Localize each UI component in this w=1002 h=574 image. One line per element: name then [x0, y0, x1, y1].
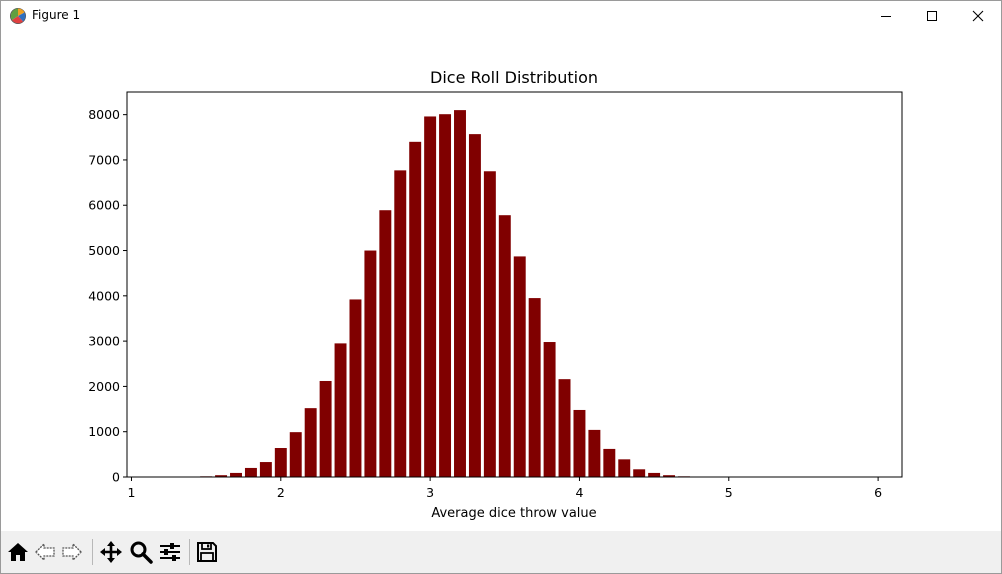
bar	[364, 250, 377, 477]
bar	[379, 210, 392, 477]
bar	[439, 114, 452, 477]
pan-button[interactable]	[98, 539, 124, 565]
bar	[454, 110, 466, 477]
x-tick-label: 1	[128, 485, 136, 500]
y-tick-label: 5000	[88, 243, 120, 258]
figure-canvas[interactable]: Dice Roll Distribution 0 1000 2000 3000 4000…	[1, 31, 1001, 531]
bar	[648, 472, 661, 477]
x-tick-label: 2	[277, 485, 285, 500]
y-tick-label: 0	[112, 470, 120, 485]
arrow-left-icon	[35, 542, 55, 562]
x-tick-label: 5	[725, 485, 733, 500]
y-tick-label: 1000	[88, 424, 120, 439]
maximize-button[interactable]	[909, 1, 955, 31]
bar	[468, 134, 481, 477]
y-tick-label: 7000	[88, 152, 120, 167]
y-tick-label: 2000	[88, 379, 120, 394]
bars-group	[200, 110, 690, 477]
minimize-icon	[881, 16, 891, 17]
toolbar-separator	[92, 539, 93, 565]
close-button[interactable]	[955, 1, 1001, 31]
bar	[424, 116, 437, 477]
bar	[663, 475, 676, 477]
bar	[543, 342, 556, 477]
home-icon	[8, 543, 28, 561]
bar	[558, 379, 571, 477]
bar	[349, 299, 362, 477]
sliders-icon	[160, 543, 180, 561]
bar	[334, 343, 347, 477]
bar	[259, 462, 272, 477]
magnifier-icon	[130, 541, 153, 564]
bar	[394, 170, 407, 477]
y-tick-label: 4000	[88, 288, 120, 303]
y-tick-label: 6000	[88, 198, 120, 213]
floppy-disk-icon	[197, 542, 217, 562]
x-tick-label: 4	[575, 485, 583, 500]
close-icon	[972, 10, 984, 22]
bar	[304, 408, 317, 477]
bar-chart: Dice Roll Distribution 0 1000 2000 3000 4000…	[88, 68, 903, 521]
bar	[498, 215, 511, 477]
window-title: Figure 1	[32, 8, 81, 22]
arrow-right-icon	[62, 542, 82, 562]
axes-frame	[126, 91, 903, 478]
bar	[409, 141, 422, 477]
bar	[483, 171, 496, 477]
y-axis: 0 1000 2000 3000 4000 5000 6000 7000 8000	[88, 107, 127, 485]
x-axis-label: Average dice throw value	[431, 506, 596, 521]
matplotlib-figure-icon	[9, 7, 27, 25]
save-button[interactable]	[194, 539, 220, 565]
forward-button[interactable]	[59, 539, 85, 565]
bar	[319, 380, 332, 477]
configure-subplots-button[interactable]	[157, 539, 183, 565]
x-tick-label: 6	[874, 485, 882, 500]
back-button[interactable]	[32, 539, 58, 565]
minimize-button[interactable]	[863, 1, 909, 31]
bar	[633, 469, 646, 477]
bar	[244, 467, 257, 477]
bar	[274, 448, 287, 477]
bar	[230, 472, 242, 477]
bar	[528, 298, 541, 477]
title-bar[interactable]: Figure 1	[1, 1, 1001, 31]
toolbar-separator	[189, 539, 190, 565]
home-button[interactable]	[5, 539, 31, 565]
x-axis: 1 2 3 4 5 6	[128, 477, 882, 500]
move-icon	[100, 541, 122, 563]
y-tick-label: 3000	[88, 334, 120, 349]
navigation-toolbar	[1, 531, 1001, 573]
bar	[603, 448, 616, 477]
bar	[289, 432, 302, 477]
chart-title: Dice Roll Distribution	[430, 68, 598, 87]
y-tick-label: 8000	[88, 107, 120, 122]
bar	[215, 475, 228, 477]
x-tick-label: 3	[426, 485, 434, 500]
bar	[588, 429, 601, 477]
bar	[513, 256, 526, 477]
zoom-button[interactable]	[128, 539, 154, 565]
bar	[618, 459, 631, 477]
maximize-icon	[927, 11, 937, 21]
bar	[573, 409, 586, 477]
